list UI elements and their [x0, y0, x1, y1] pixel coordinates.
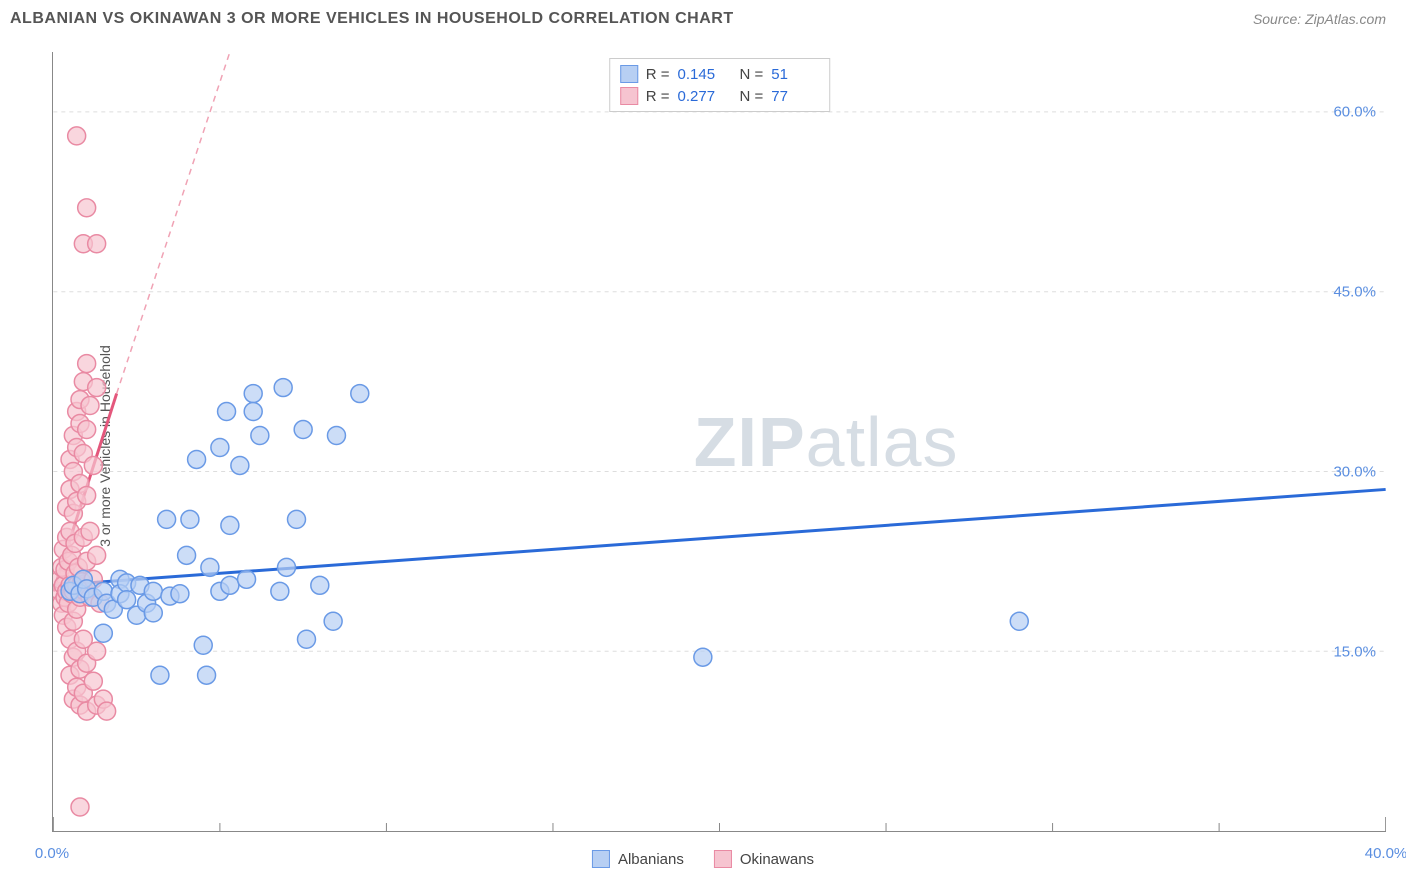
legend-row: R = 0.277 N = 77: [620, 85, 820, 107]
source-prefix: Source:: [1253, 11, 1305, 27]
legend-label: Albanians: [618, 851, 684, 868]
y-tick-label: 60.0%: [1333, 104, 1376, 121]
chart-title: ALBANIAN VS OKINAWAN 3 OR MORE VEHICLES …: [10, 10, 734, 28]
legend-swatch: [592, 850, 610, 868]
y-tick-label: 45.0%: [1333, 284, 1376, 301]
n-value: 77: [771, 88, 819, 105]
y-tick-label: 15.0%: [1333, 644, 1376, 661]
watermark-bold: ZIP: [694, 403, 806, 481]
y-tick-label: 30.0%: [1333, 464, 1376, 481]
r-label: R =: [646, 66, 670, 83]
x-tick-label: 40.0%: [1365, 845, 1406, 862]
source-attribution: Source: ZipAtlas.com: [1253, 11, 1386, 27]
n-value: 51: [771, 66, 819, 83]
legend-swatch: [620, 65, 638, 83]
legend-swatch: [714, 850, 732, 868]
legend-label: Okinawans: [740, 851, 814, 868]
watermark: ZIPatlas: [694, 402, 959, 482]
series-legend: Albanians Okinawans: [592, 850, 814, 868]
r-value: 0.277: [678, 88, 726, 105]
legend-item: Okinawans: [714, 850, 814, 868]
legend-row: R = 0.145 N = 51: [620, 63, 820, 85]
n-label: N =: [740, 66, 764, 83]
r-value: 0.145: [678, 66, 726, 83]
chart-plot-area: ZIPatlas R = 0.145 N = 51 R = 0.277 N = …: [52, 52, 1386, 832]
n-label: N =: [740, 88, 764, 105]
source-name: ZipAtlas.com: [1305, 11, 1386, 27]
r-label: R =: [646, 88, 670, 105]
watermark-light: atlas: [806, 403, 959, 481]
x-tick-label: 0.0%: [35, 845, 69, 862]
legend-swatch: [620, 87, 638, 105]
correlation-legend: R = 0.145 N = 51 R = 0.277 N = 77: [609, 58, 831, 112]
legend-item: Albanians: [592, 850, 684, 868]
